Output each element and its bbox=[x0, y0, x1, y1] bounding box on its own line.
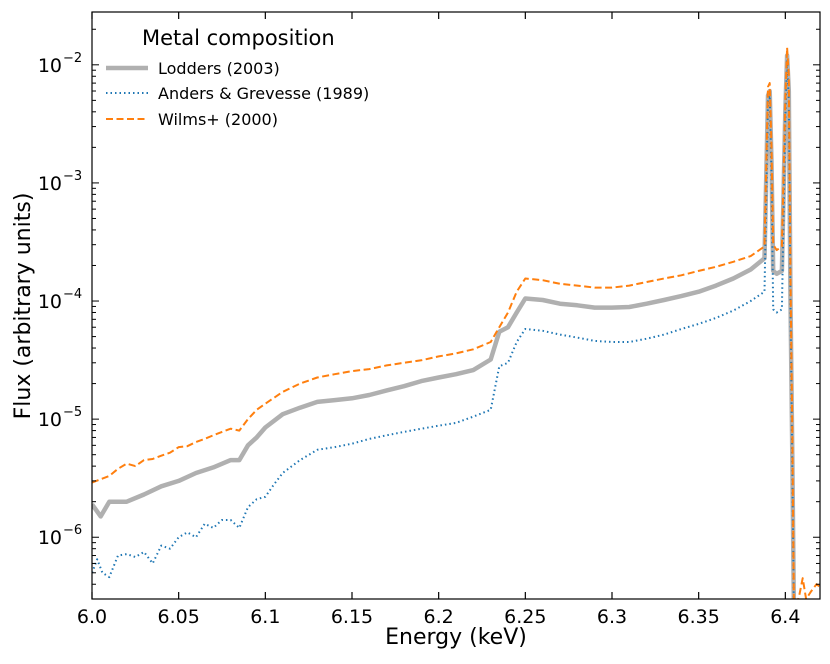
x-axis-label: Energy (keV) bbox=[385, 625, 527, 650]
x-tick-label: 6.0 bbox=[77, 606, 107, 628]
y-tick-exponent: −2 bbox=[63, 51, 82, 66]
x-tick-label: 6.2 bbox=[424, 606, 454, 628]
y-tick-exponent: −6 bbox=[63, 523, 82, 538]
y-tick-exponent: −5 bbox=[63, 405, 82, 420]
x-tick-label: 6.3 bbox=[597, 606, 627, 628]
legend-entries: Lodders (2003) Anders & Grevesse (1989) Wi… bbox=[106, 59, 369, 129]
legend-label-2: Wilms+ (2000) bbox=[158, 110, 278, 129]
y-tick-exponent: −3 bbox=[63, 169, 82, 184]
y-tick-label: 10 bbox=[38, 527, 62, 549]
y-tick-label: 10 bbox=[38, 291, 62, 313]
legend-label-1: Anders & Grevesse (1989) bbox=[158, 84, 369, 103]
y-tick-label: 10 bbox=[38, 173, 62, 195]
x-axis: 6.0 6.05 6.1 6.15 6.2 6.25 6.3 6.35 6.4 bbox=[77, 12, 800, 628]
y-tick-label: 10 bbox=[38, 409, 62, 431]
series-layer bbox=[92, 46, 820, 599]
x-tick-label: 6.4 bbox=[770, 606, 800, 628]
plot-frame bbox=[91, 11, 821, 600]
y-tick-exponent: −4 bbox=[63, 287, 82, 302]
y-tick-label: 10 bbox=[38, 55, 62, 77]
y-axis-label: Flux (arbitrary units) bbox=[11, 193, 36, 420]
x-tick-label: 6.05 bbox=[158, 606, 200, 628]
legend-title: Metal composition bbox=[142, 26, 335, 50]
x-tick-label: 6.15 bbox=[331, 606, 373, 628]
legend: Metal composition Lodders (2003) Anders &… bbox=[106, 26, 369, 129]
y-axis: 10−610−510−410−310−2 bbox=[38, 28, 820, 600]
x-tick-label: 6.25 bbox=[504, 606, 546, 628]
x-tick-label: 6.1 bbox=[250, 606, 280, 628]
x-tick-label: 6.35 bbox=[678, 606, 720, 628]
legend-label-0: Lodders (2003) bbox=[158, 59, 280, 78]
series-line-2 bbox=[92, 46, 820, 599]
